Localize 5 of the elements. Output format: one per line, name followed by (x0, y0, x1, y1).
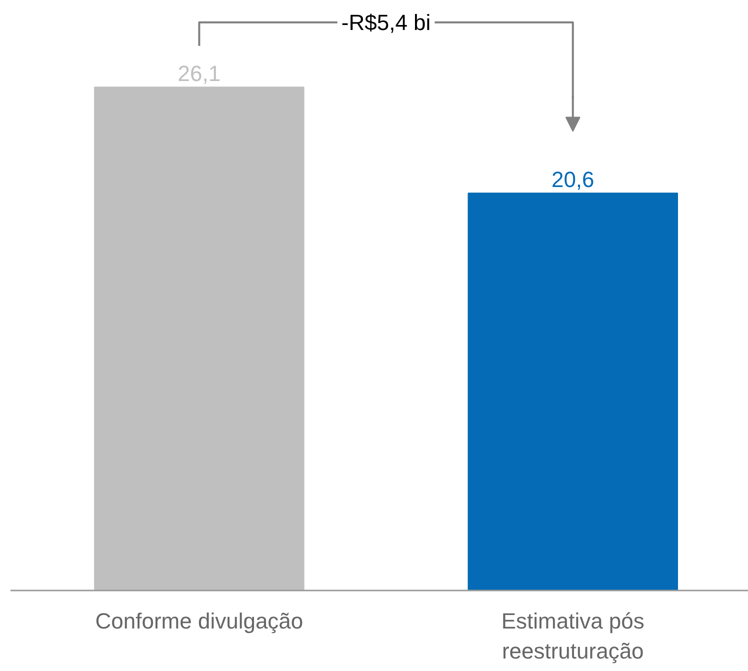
data-label: 20,6 (551, 167, 594, 192)
x-tick-label: Conforme divulgação (95, 608, 304, 634)
data-label: 26,1 (178, 61, 221, 86)
x-tick-label: Estimativa pós reestruturação (501, 608, 644, 664)
text: -R$5,4 bi (341, 10, 431, 35)
